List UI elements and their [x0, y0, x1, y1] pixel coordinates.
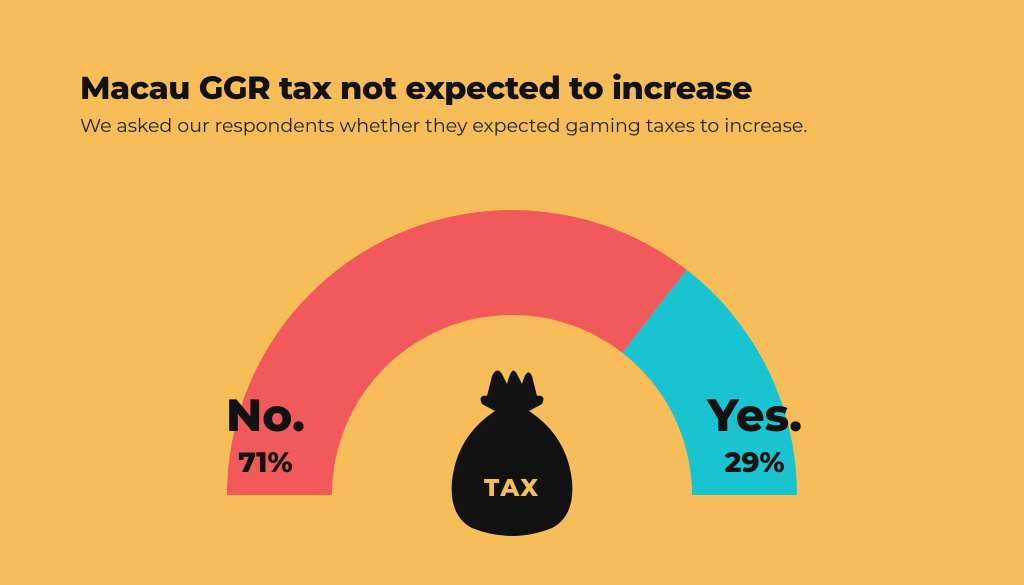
tax-bag-icon: TAX: [437, 356, 587, 536]
infographic-canvas: Macau GGR tax not expected to increase W…: [0, 0, 1024, 585]
money-bag-svg: [437, 356, 587, 536]
page-title: Macau GGR tax not expected to increase: [80, 70, 944, 108]
segment-label-yes: Yes. 29%: [707, 393, 802, 480]
no-label-text: No.: [226, 393, 305, 438]
tax-label: TAX: [484, 474, 540, 503]
page-subtitle: We asked our respondents whether they ex…: [80, 114, 944, 139]
yes-label-text: Yes.: [707, 393, 802, 438]
no-percent: 71%: [226, 446, 305, 480]
header: Macau GGR tax not expected to increase W…: [80, 70, 944, 139]
segment-label-no: No. 71%: [226, 393, 305, 480]
yes-percent: 29%: [707, 446, 802, 480]
